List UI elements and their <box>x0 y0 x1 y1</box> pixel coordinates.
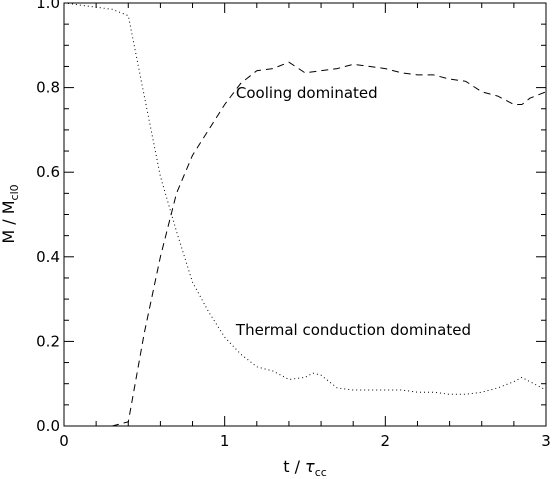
annotation-0: Cooling dominated <box>236 84 378 102</box>
y-tick-label-3: 0.6 <box>36 163 60 181</box>
plot-frame <box>63 2 547 427</box>
x-tick-label-0: 0 <box>59 432 69 450</box>
y-tick-label-1: 0.2 <box>36 332 60 350</box>
series-line-dotted <box>63 2 547 395</box>
tick-labels: 0 1 2 3 0.0 0.2 0.4 0.6 0.8 1.0 <box>36 0 551 450</box>
ticks <box>63 2 547 427</box>
annotation-1: Thermal conduction dominated <box>235 321 471 339</box>
y-tick-label-5: 1.0 <box>36 0 60 12</box>
series-layer <box>63 2 547 427</box>
x-tick-label-2: 2 <box>381 432 391 450</box>
y-axis-label: M / Mcl0 <box>0 184 21 243</box>
annotations: Cooling dominated Thermal conduction domi… <box>235 84 471 339</box>
series-line-dashed <box>64 61 547 427</box>
y-tick-label-2: 0.4 <box>36 248 60 266</box>
x-tick-label-1: 1 <box>220 432 230 450</box>
y-tick-label-4: 0.8 <box>36 79 60 97</box>
x-tick-label-3: 3 <box>541 432 551 450</box>
y-tick-label-0: 0.0 <box>36 417 60 435</box>
x-axis-label: t / τcc <box>283 457 327 479</box>
